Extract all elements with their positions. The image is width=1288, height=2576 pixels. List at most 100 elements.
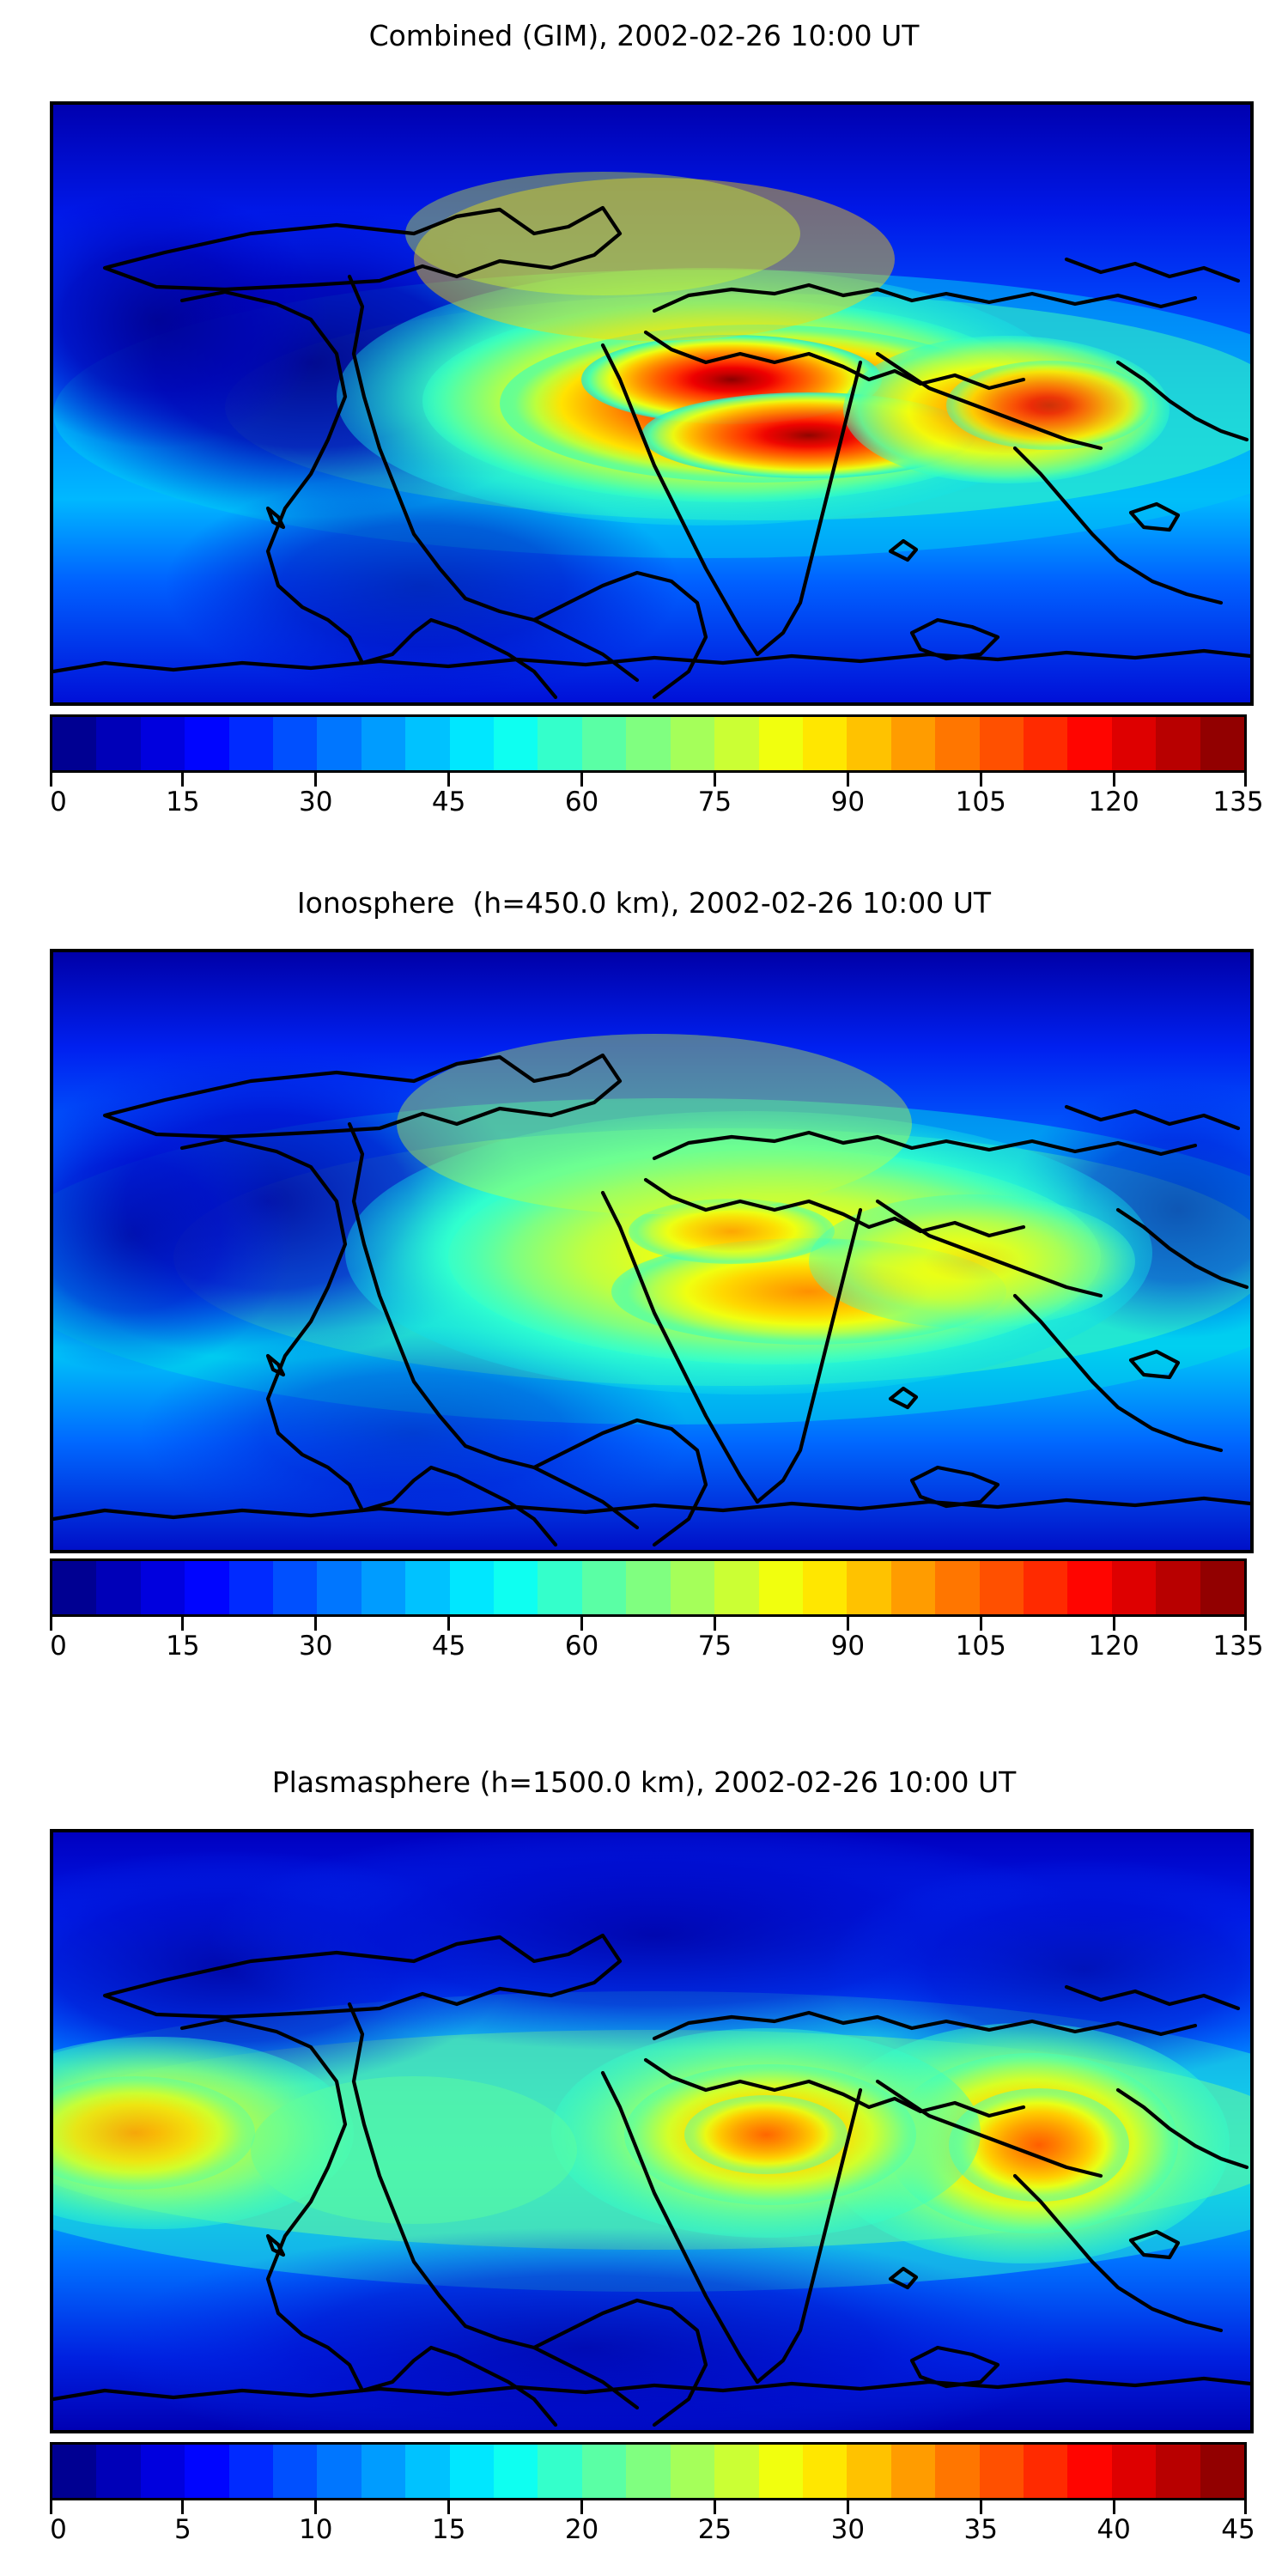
colorbar-segment <box>361 717 406 770</box>
colorbar-segment <box>890 1561 936 1614</box>
colorbar-segment <box>979 2445 1024 2498</box>
colorbar-segment <box>979 1561 1024 1614</box>
colorbar-segment <box>670 717 715 770</box>
colorbar-segment <box>890 2445 936 2498</box>
colorbar-tick <box>979 773 982 787</box>
colorbar-segment <box>96 1561 141 1614</box>
colorbar-segment <box>802 717 848 770</box>
map-svg-combined <box>53 105 1250 702</box>
colorbar-segment <box>802 1561 848 1614</box>
colorbar-tick-label: 30 <box>830 2514 866 2545</box>
colorbar-segment <box>1111 717 1157 770</box>
colorbar-tick-label: 105 <box>955 1631 1006 1662</box>
colorbar-tick <box>1112 1617 1115 1631</box>
colorbar-ticks-plasmasphere <box>50 2500 1247 2514</box>
colorbar-segment <box>935 2445 980 2498</box>
colorbar-segment <box>494 717 538 770</box>
panel-title-plasmasphere: Plasmasphere (h=1500.0 km), 2002-02-26 1… <box>271 1765 1017 1799</box>
colorbar-combined: 0 15 30 45 60 75 90 105 120 135 <box>50 714 1264 826</box>
colorbar-plasmasphere: 0 5 10 15 20 25 30 35 40 45 <box>50 2442 1255 2554</box>
colorbar-segment <box>1067 1561 1112 1614</box>
colorbar-tick-label: 0 <box>50 787 67 817</box>
colorbar-segment <box>449 2445 495 2498</box>
colorbar-tick <box>1112 2500 1115 2514</box>
colorbar-tick-label: 5 <box>174 2514 191 2545</box>
colorbar-ticks-combined <box>50 773 1247 787</box>
colorbar-segment <box>935 717 980 770</box>
colorbar-segment <box>228 1561 274 1614</box>
colorbar-tick <box>580 1617 584 1631</box>
colorbar-segment <box>581 1561 627 1614</box>
colorbar-segment <box>538 1561 582 1614</box>
colorbar-tick-label: 75 <box>697 1631 732 1662</box>
map-ionosphere <box>50 949 1254 1553</box>
colorbar-tick <box>846 1617 849 1631</box>
panel-combined-gim: Combined (GIM), 2002-02-26 10:00 UT <box>0 0 1288 859</box>
colorbar-tick <box>1244 773 1247 787</box>
colorbar-tick-label: 45 <box>1221 2514 1255 2545</box>
colorbar-tick <box>580 773 584 787</box>
colorbar-tick-label: 135 <box>1212 1631 1264 1662</box>
colorbar-tick-label: 15 <box>431 2514 466 2545</box>
colorbar-tick-label: 0 <box>50 1631 67 1662</box>
colorbar-segment <box>1023 1561 1068 1614</box>
colorbar-segment <box>581 717 627 770</box>
colorbar-tick <box>50 773 52 787</box>
colorbar-segment <box>361 2445 406 2498</box>
colorbar-labels-ionosphere: 0 15 30 45 60 75 90 105 120 135 <box>50 1631 1263 1670</box>
colorbar-segment <box>449 1561 495 1614</box>
colorbar-segment <box>185 717 229 770</box>
colorbar-segment <box>847 2445 891 2498</box>
colorbar-segment <box>140 1561 185 1614</box>
colorbar-segment <box>758 717 803 770</box>
colorbar-tick-label: 25 <box>697 2514 732 2545</box>
colorbar-segment <box>1111 2445 1157 2498</box>
colorbar-segment <box>890 717 936 770</box>
map-svg-ionosphere <box>53 952 1250 1550</box>
colorbar-tick-label: 30 <box>299 1631 333 1662</box>
colorbar-segment <box>670 2445 715 2498</box>
colorbar-segment <box>185 1561 229 1614</box>
colorbar-tick-label: 0 <box>50 2514 67 2545</box>
colorbar-tick <box>181 773 185 787</box>
colorbar-tick <box>447 2500 451 2514</box>
colorbar-tick <box>181 2500 185 2514</box>
colorbar-tick-label: 30 <box>299 787 333 817</box>
colorbar-segment <box>1200 2445 1244 2498</box>
colorbar-gradient-ionosphere <box>50 1558 1247 1617</box>
colorbar-labels-combined: 0 15 30 45 60 75 90 105 120 135 <box>50 787 1263 826</box>
colorbar-segment <box>581 2445 627 2498</box>
colorbar-segment <box>714 2445 759 2498</box>
colorbar-segment <box>361 1561 406 1614</box>
colorbar-tick-label: 90 <box>830 787 866 817</box>
colorbar-segment <box>273 1561 318 1614</box>
colorbar-segment <box>96 717 141 770</box>
colorbar-segment <box>317 1561 361 1614</box>
colorbar-segment <box>1200 1561 1244 1614</box>
colorbar-segment <box>1067 717 1112 770</box>
colorbar-segment <box>1067 2445 1112 2498</box>
colorbar-segment <box>935 1561 980 1614</box>
colorbar-tick-label: 135 <box>1212 787 1264 817</box>
colorbar-segment <box>273 2445 318 2498</box>
panel-title-ionosphere: Ionosphere (h=450.0 km), 2002-02-26 10:0… <box>296 886 992 920</box>
colorbar-tick-label: 45 <box>431 1631 466 1662</box>
colorbar-tick <box>846 2500 849 2514</box>
colorbar-segment <box>1200 717 1244 770</box>
colorbar-segment <box>1156 717 1200 770</box>
colorbar-segment <box>52 2445 97 2498</box>
colorbar-tick-label: 20 <box>564 2514 599 2545</box>
colorbar-segment <box>228 2445 274 2498</box>
colorbar-segment <box>185 2445 229 2498</box>
colorbar-tick-label: 10 <box>299 2514 333 2545</box>
colorbar-tick-label: 60 <box>564 787 599 817</box>
colorbar-segment <box>449 717 495 770</box>
colorbar-segment <box>626 2445 671 2498</box>
colorbar-segment <box>1023 2445 1068 2498</box>
colorbar-segment <box>52 717 97 770</box>
colorbar-ionosphere: 0 15 30 45 60 75 90 105 120 135 <box>50 1558 1264 1670</box>
colorbar-tick <box>1112 773 1115 787</box>
colorbar-tick-label: 35 <box>963 2514 998 2545</box>
colorbar-segment <box>538 2445 582 2498</box>
